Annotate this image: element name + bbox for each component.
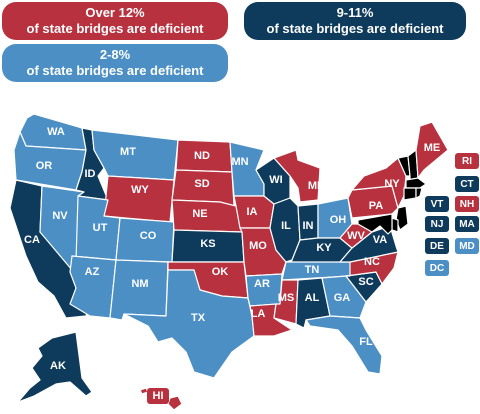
legend-over-12-title: Over 12% [85, 5, 145, 20]
state-label-ks: KS [200, 238, 215, 250]
state-label-or: OR [36, 160, 53, 172]
state-label-ar: AR [254, 278, 270, 290]
legend-9-11-text: of state bridges are deficient [266, 21, 444, 36]
ne-box-de[interactable] [425, 238, 449, 254]
state-label-wy: WY [131, 184, 149, 196]
ne-box-label-vt: VT [431, 199, 444, 210]
northeast-small-states-key: RI CT VT NH NJ MA DE MD DC [425, 153, 479, 276]
state-label-il: IL [281, 220, 291, 232]
ne-box-label-de: DE [430, 241, 444, 252]
state-label-wi: WI [269, 174, 282, 186]
state-label-ia: IA [247, 206, 258, 218]
state-label-mn: MN [231, 156, 248, 168]
state-label-va: VA [373, 234, 388, 246]
ne-box-ct[interactable] [455, 176, 479, 192]
state-label-oh: OH [330, 214, 347, 226]
ne-box-label-ct: CT [460, 179, 473, 190]
state-label-me: ME [424, 142, 441, 154]
state-label-ms: MS [278, 292, 295, 304]
ne-box-label-ma: MA [459, 219, 475, 230]
state-label-sc: SC [358, 276, 373, 288]
ne-box-label-nh: NH [460, 199, 474, 210]
state-ma[interactable] [405, 177, 427, 189]
state-label-nm: NM [131, 278, 148, 290]
state-label-ky: KY [316, 242, 332, 254]
legend-over-12-percent: Over 12% of state bridges are deficient [2, 2, 228, 40]
state-label-ut: UT [93, 222, 108, 234]
state-label-wv: WV [347, 230, 365, 242]
ne-box-nh[interactable] [455, 196, 479, 212]
legend-2-8-percent: 2-8% of state bridges are deficient [2, 44, 228, 82]
state-label-ca: CA [24, 234, 40, 246]
state-nm[interactable] [109, 259, 169, 321]
state-wy[interactable] [103, 175, 175, 223]
ne-box-dc[interactable] [425, 260, 449, 276]
state-md[interactable] [357, 213, 393, 235]
state-nj[interactable] [395, 205, 409, 231]
state-label-ak: AK [50, 360, 66, 372]
state-tx[interactable] [123, 269, 255, 379]
state-ct[interactable] [403, 187, 417, 201]
state-label-tx: TX [191, 312, 206, 324]
state-label-mi: MI [308, 180, 320, 192]
state-label-fl: FL [359, 336, 373, 348]
legend-over-12-text: of state bridges are deficient [26, 21, 204, 36]
state-label-wa: WA [47, 126, 65, 138]
ne-box-label-md: MD [459, 241, 475, 252]
state-label-id: ID [85, 168, 96, 180]
state-label-ne: NE [192, 208, 207, 220]
ne-box-ri[interactable] [455, 153, 479, 169]
state-label-co: CO [140, 230, 157, 242]
legend-2-8-title: 2-8% [99, 47, 131, 62]
state-label-nv: NV [52, 210, 68, 222]
state-label-al: AL [305, 292, 320, 304]
legend-9-11-percent: 9-11% of state bridges are deficient [244, 2, 466, 40]
ne-box-nj[interactable] [425, 216, 449, 232]
state-ga[interactable] [321, 275, 367, 319]
state-label-in: IN [303, 220, 314, 232]
ne-box-md[interactable] [455, 238, 479, 254]
ne-box-label-dc: DC [430, 263, 444, 274]
state-label-mt: MT [120, 146, 136, 158]
ne-box-label-ri: RI [462, 156, 472, 167]
legend-9-11-title: 9-11% [336, 5, 374, 20]
state-label-tn: TN [305, 264, 320, 276]
state-label-nc: NC [364, 256, 380, 268]
state-label-la: LA [251, 308, 266, 320]
state-label-pa: PA [369, 200, 384, 212]
state-label-sd: SD [194, 178, 209, 190]
ne-box-label-nj: NJ [431, 219, 444, 230]
state-va[interactable] [339, 225, 399, 263]
state-fl[interactable] [305, 315, 383, 375]
legend-2-8-text: of state bridges are deficient [26, 63, 204, 78]
state-label-mo: MO [249, 240, 267, 252]
state-label-ny: NY [384, 178, 400, 190]
state-label-nd: ND [194, 150, 210, 162]
ne-box-ma[interactable] [455, 216, 479, 232]
state-ri[interactable] [415, 187, 423, 199]
state-label-az: AZ [85, 266, 100, 278]
ne-box-vt[interactable] [425, 196, 449, 212]
state-label-hi: HI [153, 390, 164, 402]
state-label-ga: GA [334, 292, 351, 304]
state-label-ok: OK [212, 266, 229, 278]
state-mi[interactable] [273, 149, 321, 203]
hi-label-box [147, 388, 169, 404]
state-de[interactable] [391, 217, 399, 233]
state-ak[interactable] [17, 331, 93, 403]
state-nc[interactable] [345, 251, 399, 285]
